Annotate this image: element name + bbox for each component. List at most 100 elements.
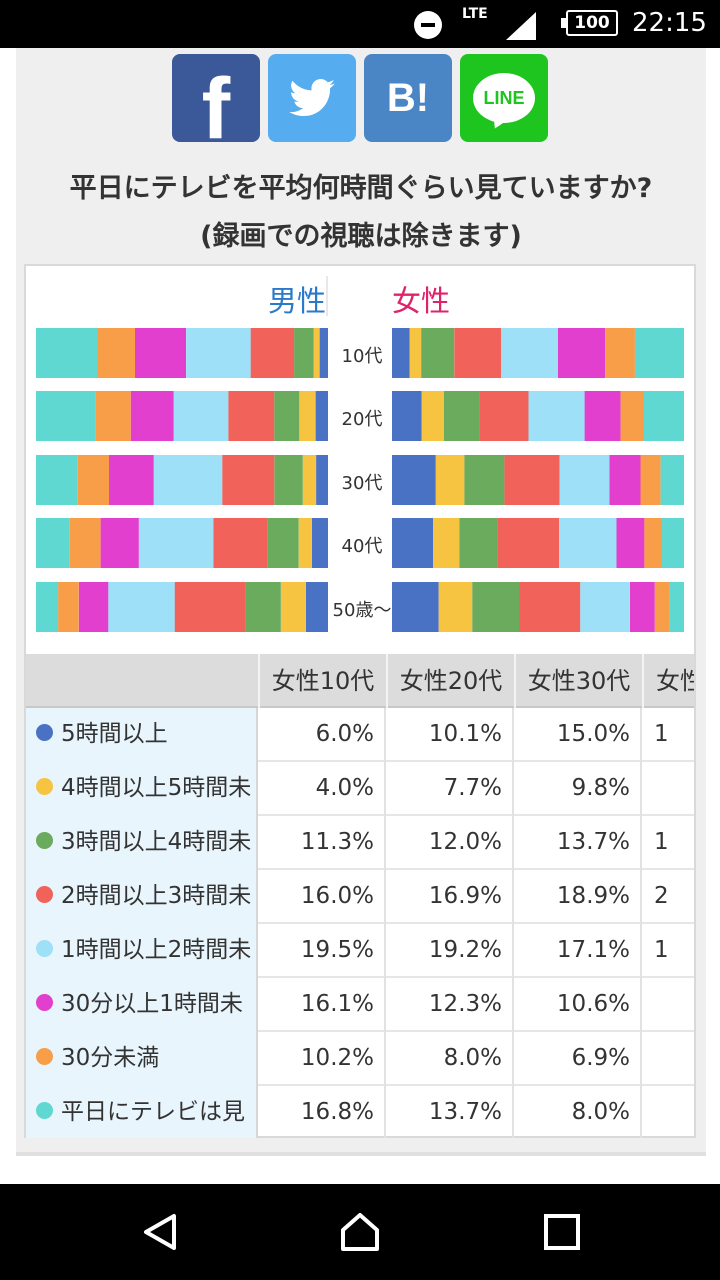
female-bar-segment — [472, 582, 519, 632]
table-cell: 16.0% — [258, 870, 386, 924]
female-bar-segment — [519, 582, 581, 632]
table-cell: 4.0% — [258, 762, 386, 816]
female-bar-segment — [444, 391, 480, 441]
table-cell: 16.9% — [386, 870, 514, 924]
row-label-text: 1時間以上2時間未 — [61, 937, 252, 963]
male-bar-segment — [97, 328, 135, 378]
female-bar-segment — [662, 518, 684, 568]
do-not-disturb-icon — [414, 11, 442, 39]
home-icon[interactable] — [340, 1212, 380, 1252]
table-cell — [642, 1032, 694, 1086]
table-cell: 10.2% — [258, 1032, 386, 1086]
male-bar-segment — [228, 391, 275, 441]
table-cell: 12.3% — [386, 978, 514, 1032]
male-bar-segment — [174, 582, 246, 632]
table-cell: 17.1% — [514, 924, 642, 978]
legend-dot-icon — [36, 1048, 53, 1065]
battery-level: 100 — [574, 13, 610, 33]
male-bar-segment — [213, 518, 268, 568]
male-bar-segment — [69, 518, 101, 568]
signal-icon — [506, 12, 536, 40]
legend-dot-icon — [36, 994, 53, 1011]
row-label: 1時間以上2時間未 — [26, 924, 258, 978]
table-row: 1時間以上2時間未 19.5% 19.2% 17.1% 1 — [26, 924, 694, 978]
row-label-text: 30分未満 — [61, 1045, 160, 1071]
male-bar-segment — [108, 582, 175, 632]
male-bar-segment — [302, 455, 317, 505]
age-label-30s: 30代 — [341, 473, 383, 494]
status-bar: LTE 100 22:15 — [0, 0, 720, 48]
network-type: LTE — [462, 6, 488, 22]
male-bar-segment — [305, 582, 328, 632]
legend-dot-icon — [36, 832, 53, 849]
male-bar-segment — [267, 518, 299, 568]
facebook-share-button[interactable]: f — [172, 54, 260, 142]
female-bar-segment — [640, 455, 661, 505]
female-bar-segment — [630, 582, 655, 632]
male-bar-segment — [186, 328, 251, 378]
page: f B! LINE 平日にテレビを平均何時間ぐらい見ていますか? (録画での視聴… — [16, 48, 706, 1156]
female-bar-segment — [634, 328, 684, 378]
male-bar-segment — [313, 328, 320, 378]
male-bar-segment — [294, 328, 314, 378]
twitter-bird-icon — [289, 79, 335, 117]
hatena-icon: B! — [386, 75, 430, 120]
legend-dot-icon — [36, 778, 53, 795]
female-bar-segment — [654, 582, 670, 632]
column-header: 女性10代 — [258, 654, 386, 708]
female-bar-segment — [609, 455, 641, 505]
age-label-20s: 20代 — [341, 409, 383, 430]
male-bar-segment — [274, 391, 300, 441]
row-label-text: 3時間以上4時間未 — [61, 829, 252, 855]
female-bar-segment — [433, 518, 460, 568]
female-bar-segment — [392, 391, 422, 441]
line-share-button[interactable]: LINE — [460, 54, 548, 142]
battery-icon: 100 — [561, 10, 618, 36]
legend-dot-icon — [36, 1102, 53, 1119]
legend-dot-icon — [36, 886, 53, 903]
back-icon[interactable] — [140, 1212, 180, 1252]
recents-icon[interactable] — [542, 1212, 582, 1252]
male-bar-segment — [135, 328, 186, 378]
table-cell: 13.7% — [386, 1086, 514, 1138]
female-bar-segment — [644, 391, 684, 441]
row-label-text: 4時間以上5時間未 — [61, 775, 252, 801]
row-label: 2時間以上3時間未 — [26, 870, 258, 924]
male-bar-segment — [130, 391, 174, 441]
row-label: 4時間以上5時間未 — [26, 762, 258, 816]
table-cell: 7.7% — [386, 762, 514, 816]
female-bar-segment — [392, 518, 434, 568]
row-label-text: 5時間以上 — [61, 721, 168, 747]
male-bar-segment — [138, 518, 214, 568]
female-bar-segment — [392, 328, 410, 378]
male-bar-segment — [298, 518, 312, 568]
female-bar-segment — [616, 518, 645, 568]
table-cell: 10.1% — [386, 708, 514, 762]
table-row: 5時間以上 6.0% 10.1% 15.0% 1 — [26, 708, 694, 762]
table-cell: 1 — [642, 924, 694, 978]
legend-dot-icon — [36, 724, 53, 741]
male-bar-segment — [315, 391, 328, 441]
table-cell: 16.8% — [258, 1086, 386, 1138]
male-bar-segment — [58, 582, 79, 632]
male-bar-segment — [77, 455, 109, 505]
legend-male: 男性 — [268, 284, 327, 318]
male-bar-segment — [109, 455, 154, 505]
male-bar-segment — [36, 582, 59, 632]
table-cell: 6.0% — [258, 708, 386, 762]
male-bar-segment — [311, 518, 328, 568]
data-table[interactable]: 女性10代 女性20代 女性30代 女性 5時間以上 6.0% 10.1% 15.0%… — [26, 654, 694, 1138]
female-bar-segment — [669, 582, 684, 632]
page-subtitle: (録画での視聴は除きます) — [200, 221, 522, 252]
row-label: 3時間以上4時間未 — [26, 816, 258, 870]
female-bar-segment — [559, 455, 610, 505]
hatena-bookmark-button[interactable]: B! — [364, 54, 452, 142]
male-bar-segment — [36, 455, 78, 505]
age-label-40s: 40代 — [341, 536, 383, 557]
row-label-text: 2時間以上3時間未 — [61, 883, 252, 909]
male-bar-segment — [250, 328, 295, 378]
table-cell: 11.3% — [258, 816, 386, 870]
column-header: 女性 — [642, 654, 694, 708]
table-cell: 8.0% — [386, 1032, 514, 1086]
twitter-share-button[interactable] — [268, 54, 356, 142]
